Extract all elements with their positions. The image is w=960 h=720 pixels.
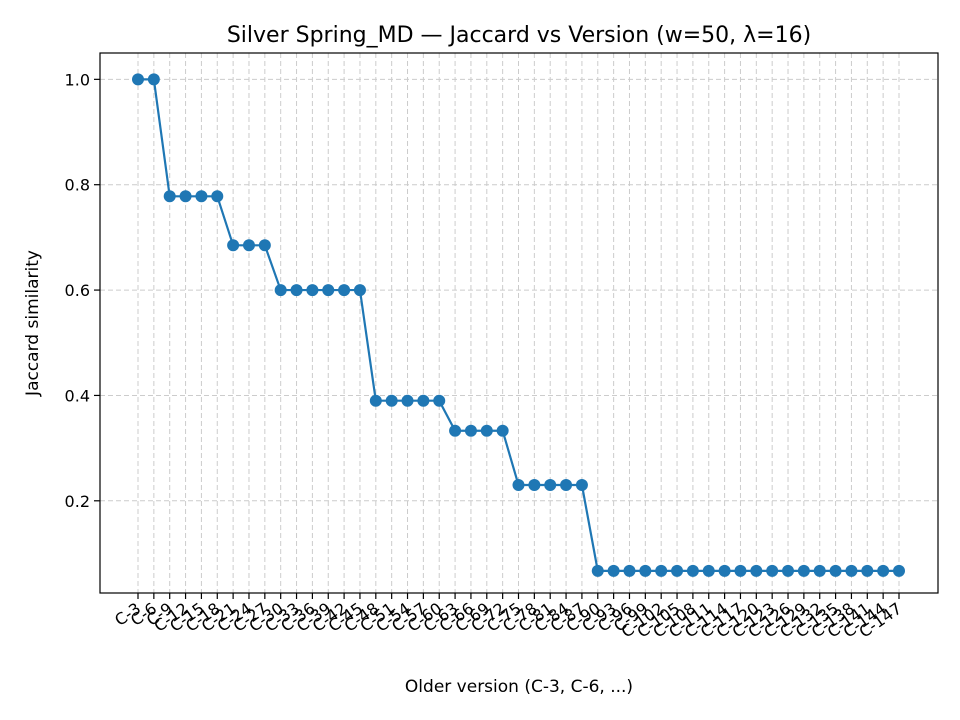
data-point [607,564,620,577]
y-axis: 0.2 0.4 0.6 0.8 1.0 [65,70,100,511]
data-point [766,564,779,577]
data-point [290,284,303,297]
data-point [306,284,319,297]
x-axis-label: Older version (C-3, C-6, ...) [405,677,633,697]
data-point [132,73,144,86]
data-point [258,239,271,252]
data-point [227,239,240,252]
data-point [242,239,255,252]
data-point [813,564,826,577]
data-point [480,424,493,437]
data-point [639,564,652,577]
chart-title: Silver Spring_MD — Jaccard vs Version (w… [227,23,811,48]
data-point [782,564,795,577]
data-point [797,564,810,577]
data-point [575,479,588,491]
data-point [734,564,747,577]
data-point [369,394,382,407]
data-point [417,394,430,407]
grid-lines [100,53,938,593]
data-point [671,564,684,577]
data-point [338,284,351,297]
data-point [845,564,858,577]
data-point [163,190,176,203]
data-point [623,564,636,577]
series-layer [132,73,905,577]
data-point [686,564,699,577]
data-point [401,394,414,407]
data-point [274,284,287,297]
data-point [718,564,731,577]
y-axis-label: Jaccard similarity [23,250,43,397]
data-point [893,564,905,577]
data-point [353,284,366,297]
data-point [544,479,557,491]
data-point [560,479,573,491]
data-point [147,73,160,86]
y-tick-label: 0.2 [65,492,90,511]
data-point [702,564,715,577]
y-tick-label: 0.8 [65,176,90,195]
data-point [512,479,525,491]
data-point [433,394,446,407]
data-point [655,564,668,577]
data-point [496,424,509,437]
data-point [750,564,763,577]
y-tick-label: 1.0 [65,70,90,89]
y-tick-label: 0.6 [65,281,90,300]
x-axis: C-3C-6C-9C-12C-15C-18C-21C-24C-27C-30C-3… [111,593,905,642]
data-point [211,190,224,203]
data-point [861,564,874,577]
data-point [385,394,398,407]
data-point [322,284,335,297]
data-point [829,564,842,577]
data-point [449,424,462,437]
y-tick-label: 0.4 [65,386,90,405]
data-point [591,564,604,577]
data-point [877,564,890,577]
data-point [464,424,477,437]
data-point [179,190,192,203]
data-point [195,190,208,203]
data-point [528,479,541,491]
